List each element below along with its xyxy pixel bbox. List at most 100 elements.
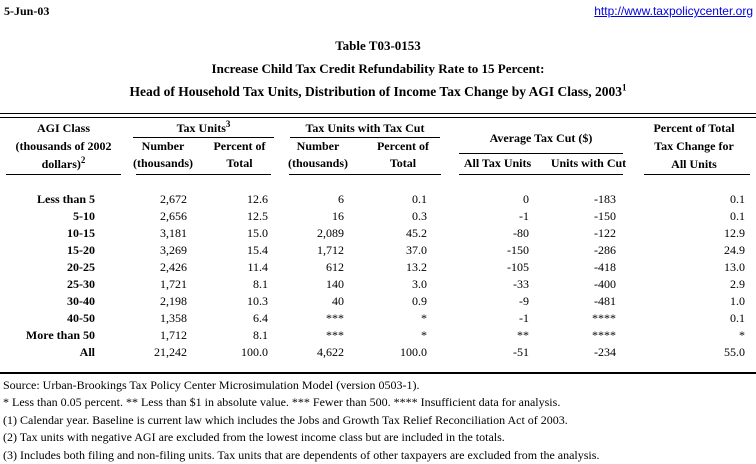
row-label-agi-class: 20-25: [67, 260, 95, 274]
footnote-2: (2) Tax units with negative AGI are excl…: [3, 430, 505, 445]
header-rule-tax-units-with-cut: [289, 174, 441, 177]
cell-percent-total-change: 0.1: [730, 192, 745, 206]
cell-tax-units-percent: 12.5: [247, 209, 268, 223]
cell-tax-units-percent: 11.4: [247, 260, 268, 274]
cell-percent-total-change: 55.0: [724, 345, 745, 359]
cell-tax-units-percent: 15.4: [247, 243, 268, 257]
cell-percent-total-change: 1.0: [730, 294, 745, 308]
cell-avg-cut-units-with-cut: -234: [594, 345, 616, 359]
cell-taxcut-percent: 0.1: [412, 192, 427, 206]
row-label-agi-class: Less than 5: [36, 192, 95, 206]
cell-avg-cut-units-with-cut: ****: [592, 328, 616, 342]
source-note: Source: Urban-Brookings Tax Policy Cente…: [3, 378, 420, 392]
cell-percent-total-change: 24.9: [724, 243, 745, 257]
cell-taxcut-number: ***: [326, 311, 344, 325]
cell-taxcut-number: ***: [326, 328, 344, 342]
cell-avg-cut-all-tax-units: -1: [519, 209, 529, 223]
cell-tax-units-percent: 10.3: [247, 294, 268, 308]
symbol-legend-note: * Less than 0.05 percent. ** Less than $…: [3, 395, 561, 410]
cell-percent-total-change: 2.9: [730, 277, 745, 291]
cell-taxcut-percent: 0.3: [412, 209, 427, 223]
cell-tax-units-percent: 100.0: [241, 345, 268, 359]
cell-avg-cut-units-with-cut: -183: [594, 192, 616, 206]
cell-percent-total-change: *: [739, 328, 745, 342]
cell-tax-units-percent: 8.1: [253, 277, 268, 291]
table-subtitle-2: Head of Household Tax Units, Distributio…: [129, 82, 627, 99]
cell-tax-units-number: 1,358: [160, 311, 187, 325]
cell-tax-units-number: 21,242: [154, 345, 187, 359]
cell-tax-units-number: 1,712: [160, 328, 187, 342]
table-body: Less than 5 2,672 12.6 6 0.1 0 -183 0.1 …: [0, 191, 756, 361]
table-top-rule: [0, 113, 756, 118]
row-label-agi-class: More than 50: [25, 328, 95, 342]
cell-avg-cut-all-tax-units: -1: [519, 311, 529, 325]
cell-avg-cut-all-tax-units: -51: [513, 345, 529, 359]
cell-taxcut-percent: *: [421, 328, 427, 342]
subheader-units-with-cut: Units with Cut: [550, 156, 627, 170]
cell-taxcut-number: 1,712: [317, 243, 344, 257]
table-bottom-rule: [0, 372, 756, 374]
title-block: Table T03-0153 Increase Child Tax Credit…: [0, 38, 756, 100]
cell-tax-units-percent: 15.0: [247, 226, 268, 240]
row-label-agi-class: 30-40: [67, 294, 95, 308]
taxpolicycenter-link[interactable]: http://www.taxpolicycenter.org: [594, 4, 753, 18]
footnote-ref-1: 1: [621, 82, 627, 93]
cell-avg-cut-units-with-cut: ****: [592, 311, 616, 325]
subheader-tax-units-percent: Percent of Total: [213, 139, 266, 170]
row-label-agi-class: 10-15: [67, 226, 95, 240]
cell-taxcut-number: 4,622: [317, 345, 344, 359]
cell-avg-cut-all-tax-units: **: [517, 328, 529, 342]
cell-avg-cut-all-tax-units: -9: [519, 294, 529, 308]
header-rule-percent-of-total: [644, 174, 750, 177]
cell-taxcut-number: 40: [332, 294, 344, 308]
cell-avg-cut-all-tax-units: -150: [507, 243, 529, 257]
subheader-taxcut-percent: Percent of Total: [376, 139, 430, 170]
cell-avg-cut-all-tax-units: -80: [513, 226, 529, 240]
cell-avg-cut-units-with-cut: -286: [594, 243, 616, 257]
row-label-agi-class: 25-30: [67, 277, 95, 291]
cell-avg-cut-all-tax-units: 0: [523, 192, 529, 206]
column-header-agi-class: AGI Class (thousands of 2002 dollars)2: [15, 121, 112, 171]
group-header-average-tax-cut: Average Tax Cut ($): [459, 118, 623, 154]
table-header: AGI Class (thousands of 2002 dollars)2 T…: [0, 118, 756, 177]
group-header-tax-units: Tax Units3: [133, 118, 274, 138]
cell-percent-total-change: 13.0: [724, 260, 745, 274]
cell-tax-units-percent: 12.6: [247, 192, 268, 206]
cell-percent-total-change: 0.1: [730, 311, 745, 325]
cell-tax-units-number: 2,672: [160, 192, 187, 206]
cell-taxcut-number: 16: [332, 209, 344, 223]
header-rule-average-tax-cut: [459, 174, 623, 177]
cell-taxcut-number: 2,089: [317, 226, 344, 240]
cell-avg-cut-units-with-cut: -122: [594, 226, 616, 240]
cell-avg-cut-units-with-cut: -150: [594, 209, 616, 223]
cell-tax-units-percent: 8.1: [253, 328, 268, 342]
cell-taxcut-percent: 3.0: [412, 277, 427, 291]
cell-taxcut-percent: 100.0: [400, 345, 427, 359]
cell-tax-units-number: 3,181: [160, 226, 187, 240]
footnote-3: (3) Includes both filing and non-filing …: [3, 447, 600, 462]
table-number-title: Table T03-0153: [335, 38, 421, 53]
date-label: 5-Jun-03: [4, 4, 50, 18]
footnote-ref-2: 2: [80, 155, 86, 165]
cell-tax-units-number: 2,426: [160, 260, 187, 274]
cell-taxcut-percent: 37.0: [406, 243, 427, 257]
cell-taxcut-percent: 0.9: [412, 294, 427, 308]
cell-taxcut-number: 6: [338, 192, 344, 206]
cell-avg-cut-units-with-cut: -400: [594, 277, 616, 291]
cell-avg-cut-all-tax-units: -105: [507, 260, 529, 274]
column-header-percent-of-total: Percent of Total Tax Change for All Unit…: [653, 121, 735, 171]
row-label-agi-class: 15-20: [67, 243, 95, 257]
cell-taxcut-percent: *: [421, 311, 427, 325]
cell-avg-cut-units-with-cut: -481: [594, 294, 616, 308]
row-label-agi-class: 5-10: [73, 209, 95, 223]
table-subtitle: Increase Child Tax Credit Refundability …: [211, 61, 545, 76]
cell-taxcut-number: 140: [326, 277, 344, 291]
cell-tax-units-number: 3,269: [160, 243, 187, 257]
cell-tax-units-number: 1,721: [160, 277, 187, 291]
footnote-ref-3: 3: [225, 119, 231, 129]
cell-percent-total-change: 0.1: [730, 209, 745, 223]
subheader-tax-units-number: Number (thousands): [132, 139, 194, 170]
cell-tax-units-percent: 6.4: [253, 311, 268, 325]
row-label-agi-class: 40-50: [67, 311, 95, 325]
